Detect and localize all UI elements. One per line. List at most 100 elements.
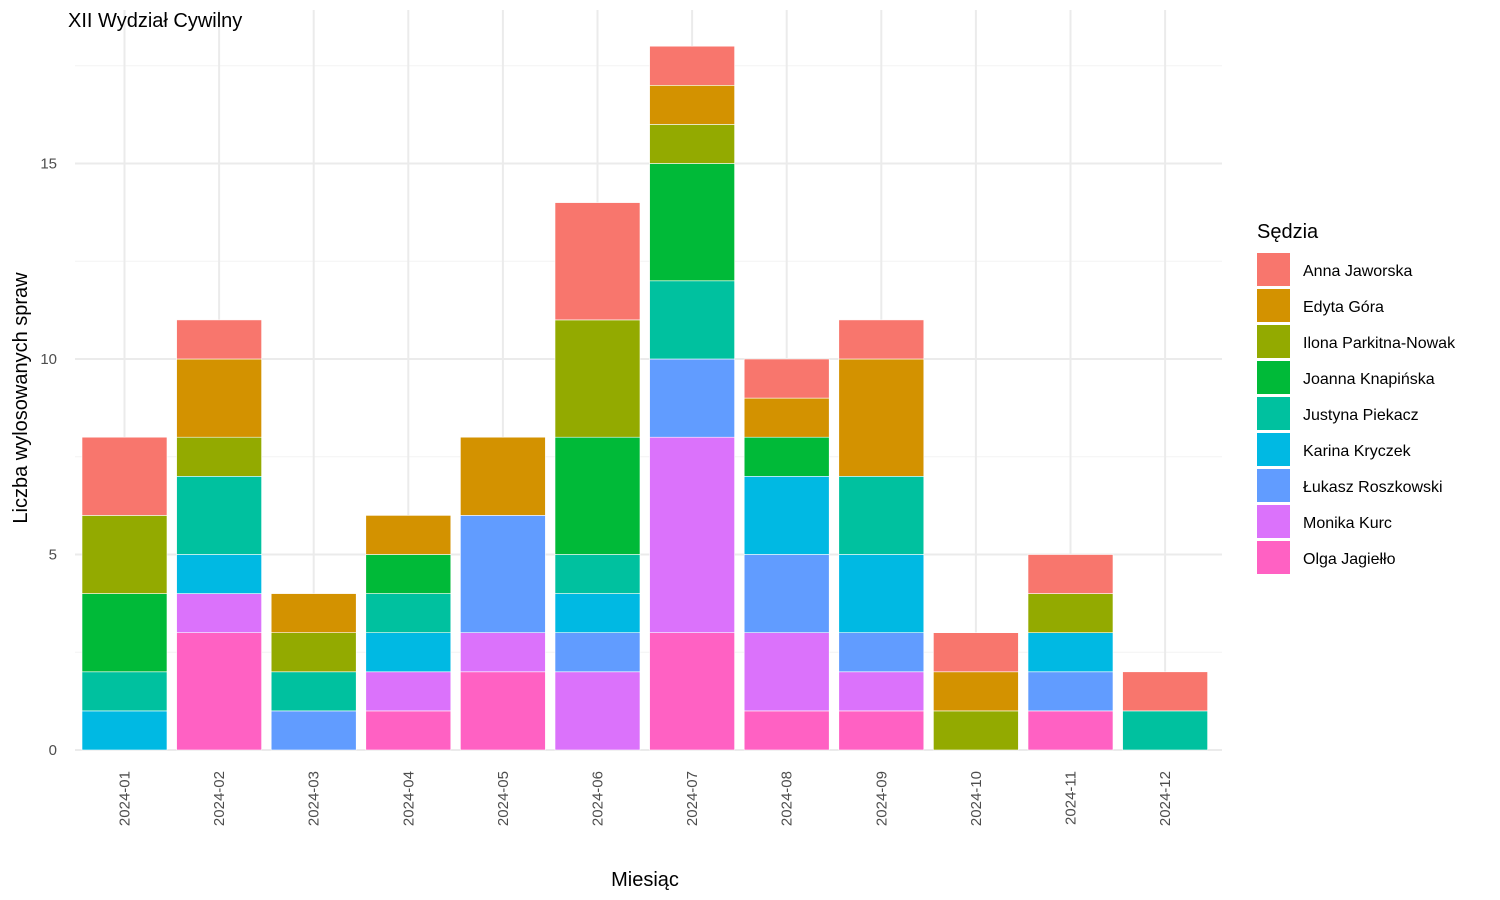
x-axis-title: Miesiąc — [611, 869, 679, 891]
legend-item: Olga Jagiełło — [1257, 541, 1396, 574]
bar-segment — [743, 632, 830, 712]
bar-segment — [1122, 671, 1208, 712]
y-tick-label: 10 — [40, 351, 57, 368]
bar-segment — [460, 515, 546, 634]
bar-segment — [649, 124, 735, 164]
y-tick-label: 0 — [49, 742, 57, 759]
bar-segment — [838, 710, 925, 751]
bar-segment — [365, 515, 452, 555]
y-tick-label: 5 — [49, 547, 57, 564]
bar-segment — [365, 710, 452, 751]
legend-item: Anna Jaworska — [1257, 253, 1412, 286]
legend-label: Anna Jaworska — [1303, 263, 1412, 280]
bars — [81, 45, 1208, 751]
bar-segment — [554, 319, 641, 438]
bar-segment — [649, 163, 735, 282]
legend: Sędzia Anna Jaworska Edyta Góra Ilona Park… — [1257, 221, 1456, 574]
bar-segment — [1027, 632, 1114, 673]
x-tick-label: 2024-12 — [1157, 771, 1174, 826]
bar-segment — [838, 358, 925, 477]
bar-segment — [81, 436, 168, 516]
bar-segment — [176, 436, 262, 477]
bar-segment — [1122, 710, 1208, 751]
legend-item: Monika Kurc — [1257, 505, 1392, 538]
bar-segment — [270, 593, 357, 633]
legend-swatch — [1257, 361, 1290, 394]
bar-segment — [649, 632, 735, 751]
x-tick-label: 2024-04 — [400, 771, 417, 826]
legend-label: Joanna Knapińska — [1303, 371, 1435, 388]
bar-segment — [649, 436, 735, 634]
x-tick-label: 2024-06 — [590, 771, 607, 826]
legend-item: Justyna Piekacz — [1257, 397, 1419, 430]
bar-segment — [649, 85, 735, 125]
bar-segment — [743, 397, 830, 438]
x-tick-label: 2024-02 — [211, 771, 228, 826]
bar-segment — [176, 632, 262, 751]
y-tick-label: 15 — [40, 156, 57, 173]
bar-segment — [176, 358, 262, 438]
x-tick-label: 2024-07 — [684, 771, 701, 826]
bar-segment — [554, 632, 641, 673]
bar-segment — [743, 475, 830, 555]
bar-segment — [81, 710, 168, 751]
bar-segment — [365, 593, 452, 633]
x-tick-label: 2024-03 — [306, 771, 323, 826]
bar-segment — [838, 554, 925, 633]
legend-label: Łukasz Roszkowski — [1303, 479, 1443, 496]
bar-segment — [933, 671, 1019, 712]
x-tick-label: 2024-08 — [779, 771, 796, 826]
legend-swatch — [1257, 433, 1290, 466]
bar-segment — [270, 632, 357, 673]
bar-segment — [1027, 554, 1114, 594]
bar-segment — [743, 554, 830, 633]
bar-segment — [1027, 710, 1114, 751]
legend-item: Karina Kryczek — [1257, 433, 1412, 466]
bar-segment — [649, 45, 735, 86]
bar-segment — [176, 475, 262, 555]
y-axis-title: Liczba wylosowanych spraw — [10, 272, 32, 524]
bar-segment — [554, 593, 641, 633]
x-tick-label: 2024-09 — [873, 771, 890, 826]
bar-segment — [81, 671, 168, 712]
bar-segment — [838, 319, 925, 360]
bar-segment — [743, 710, 830, 751]
bar-segment — [554, 554, 641, 594]
legend-item: Edyta Góra — [1257, 289, 1384, 322]
x-axis-ticks: 2024-01 2024-02 2024-03 2024-04 2024-05 2024-… — [117, 771, 1175, 826]
bar-segment — [649, 280, 735, 360]
bar-segment — [554, 202, 641, 321]
y-axis-ticks: 0 5 10 15 — [40, 156, 57, 760]
bar-segment — [838, 671, 925, 712]
bar-segment — [460, 436, 546, 516]
chart-title: XII Wydział Cywilny — [68, 10, 242, 32]
legend-swatch — [1257, 469, 1290, 502]
bar-segment — [1027, 593, 1114, 633]
bar-segment — [460, 632, 546, 673]
bar-segment — [270, 671, 357, 712]
legend-item: Łukasz Roszkowski — [1257, 469, 1443, 502]
bar-segment — [743, 436, 830, 477]
bar-segment — [270, 710, 357, 751]
bar-segment — [365, 554, 452, 594]
legend-title: Sędzia — [1257, 221, 1319, 243]
bar-segment — [933, 710, 1019, 751]
bar-segment — [838, 632, 925, 673]
legend-label: Edyta Góra — [1303, 299, 1384, 316]
legend-item: Ilona Parkitna-Nowak — [1257, 325, 1456, 358]
bar-segment — [838, 475, 925, 555]
legend-label: Olga Jagiełło — [1303, 551, 1396, 568]
bar-segment — [743, 358, 830, 399]
x-tick-label: 2024-01 — [117, 771, 134, 826]
bar-segment — [81, 515, 168, 594]
legend-swatch — [1257, 289, 1290, 322]
bar-segment — [365, 632, 452, 673]
bar-segment — [176, 593, 262, 633]
bar-segment — [554, 671, 641, 751]
legend-item: Joanna Knapińska — [1257, 361, 1435, 394]
legend-label: Karina Kryczek — [1303, 443, 1412, 460]
bar-segment — [176, 554, 262, 594]
bar-segment — [933, 632, 1019, 673]
legend-label: Justyna Piekacz — [1303, 407, 1419, 424]
